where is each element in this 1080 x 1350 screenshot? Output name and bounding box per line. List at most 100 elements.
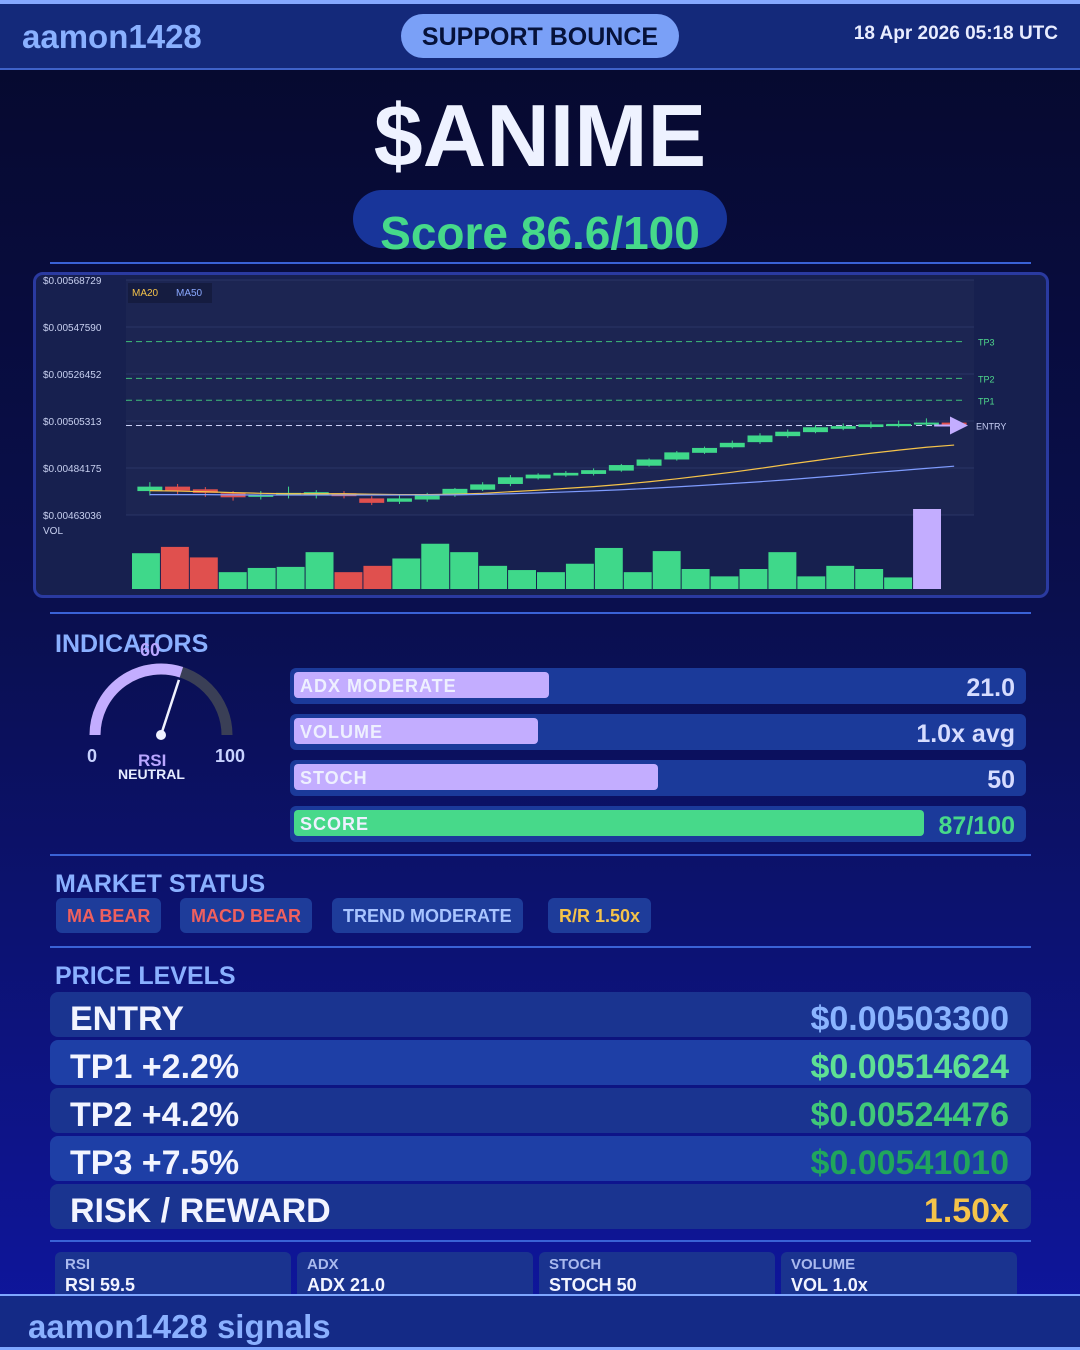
ma20-line [149,444,955,496]
entry-arrow-head [950,416,968,435]
divider [50,946,1031,948]
rsi-gauge-max: 100 [215,746,246,766]
volume-bar [276,566,305,589]
candle-body [692,447,718,453]
header-bar: aamon1428 SUPPORT BOUNCE 18 Apr 2026 05:… [0,4,1080,70]
footer-bar: aamon1428 signals [0,1294,1080,1350]
status-tag-trend: TREND MODERATE [332,898,523,933]
card-title: ADX [307,1256,339,1273]
volume-bar [363,565,392,589]
indicator-fill [294,764,658,790]
indicator-bar-adx: ADX MODERATE 21.0 [290,668,1026,704]
top-accent-line [0,0,1080,4]
price-levels-title: PRICE LEVELS [55,962,236,990]
candle-body [553,472,579,476]
summary-card-volume: VOLUME VOL 1.0x [781,1252,1017,1302]
volume-bar [247,567,276,589]
signal-badge: SUPPORT BOUNCE [401,14,679,58]
indicator-name: ADX MODERATE [300,676,457,696]
candle-body [470,484,496,490]
status-tag-rr: R/R 1.50x [548,898,652,933]
candle-body [608,465,634,471]
volume-bar [508,570,536,589]
candle-body [664,452,690,460]
indicator-bar-score: SCORE 87/100 [290,806,1026,842]
candle-body [442,488,468,496]
level-row-tp2: TP2 +4.2% $0.00524476 [50,1088,1031,1134]
y-tick-label: $0.00526452 [43,370,102,381]
candle-body [858,424,884,428]
indicator-bar-volume: VOLUME 1.0x avg [290,714,1026,750]
gauge-fill [89,663,184,736]
indicator-value: 1.0x avg [916,720,1015,748]
volume-bar [392,558,421,589]
volume-bar [132,553,160,589]
card-value: ADX 21.0 [307,1275,386,1295]
candle-body [497,477,523,484]
level-value: 1.50x [923,1192,1009,1230]
level-row-tp1: TP1 +2.2% $0.00514624 [50,1040,1031,1086]
volume-bar [421,543,450,589]
level-label: TP3 +7.5% [70,1144,240,1182]
candle-body [137,486,163,492]
indicator-name: VOLUME [300,722,384,742]
level-label: RISK / REWARD [70,1192,331,1230]
indicator-bar-stoch: STOCH 50 [290,760,1026,796]
summary-card-rsi: RSI RSI 59.5 [55,1252,291,1302]
legend-ma50: MA50 [176,288,203,299]
summary-card-stoch: STOCH STOCH 50 [539,1252,775,1302]
rsi-gauge [89,663,233,740]
volume-bar [652,551,681,589]
volume-bar [797,576,826,589]
card-value: VOL 1.0x [791,1275,868,1295]
volume-bar [305,552,334,589]
volume-bar [681,569,710,589]
candle-body [414,495,440,500]
rsi-gauge-state: NEUTRAL [118,766,185,782]
legend-box [128,283,212,303]
gauge-needle [159,679,181,736]
indicator-fill [294,718,538,744]
y-tick-label: $0.00547590 [43,323,102,334]
indicator-fill [294,810,925,836]
footer-brand: aamon1428 signals [28,1308,331,1345]
level-row-entry: ENTRY $0.00503300 [50,992,1031,1038]
brand-name: aamon1428 [22,18,202,55]
volume-bar [450,552,479,589]
status-tag-macd: MACD BEAR [180,898,312,933]
y-tick-label: $0.00505313 [43,417,102,428]
summary-card-adx: ADX ADX 21.0 [297,1252,533,1302]
level-value: $0.00503300 [810,1000,1009,1038]
footer-accent-line [0,1347,1080,1350]
indicator-value: 50 [987,766,1015,794]
price-chart: $0.00568729 $0.00547590 $0.00526452 $0.0050… [43,276,1006,589]
candle-body [802,427,828,433]
candle-body [165,486,191,491]
gauge-hub [156,730,166,740]
y-tick-label: $0.00568729 [43,276,102,287]
volume-bar [160,546,189,589]
ma50-line [149,465,955,496]
gauge-track [89,663,233,736]
volume-bar [565,563,594,589]
volume-bar [623,572,652,589]
volume-bar [594,547,623,589]
divider [50,854,1031,856]
volume-bar [913,509,941,589]
volume-bar [537,572,565,589]
card-title: STOCH [549,1256,602,1273]
volume-bar [334,572,363,589]
volume-bar [218,572,247,589]
divider [50,262,1031,264]
volume-bar [189,557,218,589]
card-value: RSI 59.5 [65,1275,136,1295]
legend-ma20: MA20 [132,288,159,299]
indicator-name: STOCH [300,768,368,788]
candle-body [525,474,551,479]
score-value: Score 86.6/100 [380,207,700,259]
volume-bar [710,576,739,589]
level-label: ENTRY [70,1000,184,1038]
plot-area [126,280,974,515]
timestamp: 18 Apr 2026 05:18 UTC [853,23,1058,44]
rsi-gauge-label: RSI [138,751,167,770]
